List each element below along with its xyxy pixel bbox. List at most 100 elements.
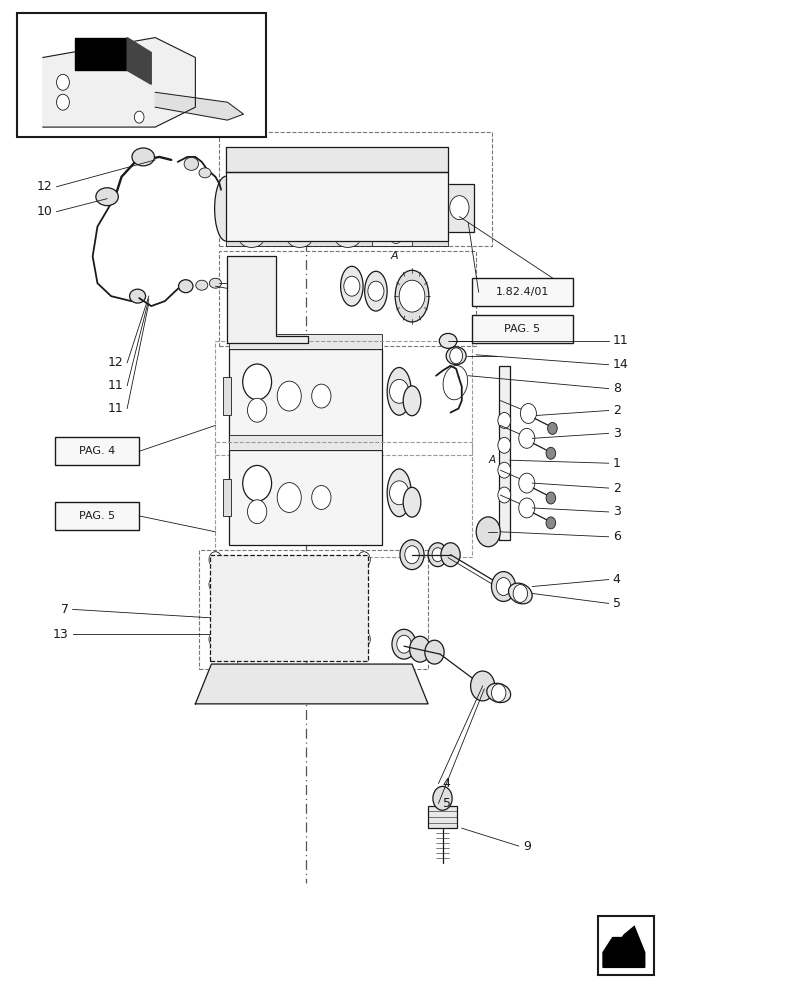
Text: 12: 12 bbox=[37, 180, 53, 193]
Ellipse shape bbox=[433, 786, 452, 810]
Ellipse shape bbox=[496, 578, 511, 595]
Text: 11: 11 bbox=[107, 402, 123, 415]
Ellipse shape bbox=[209, 552, 222, 568]
Ellipse shape bbox=[199, 168, 211, 178]
Ellipse shape bbox=[357, 552, 370, 568]
Bar bbox=[17, 13, 266, 137]
Ellipse shape bbox=[440, 333, 457, 348]
Ellipse shape bbox=[403, 487, 421, 517]
Text: 4: 4 bbox=[443, 777, 450, 790]
Text: 3: 3 bbox=[612, 505, 621, 518]
Ellipse shape bbox=[368, 281, 384, 301]
Bar bbox=[55, 502, 139, 530]
Ellipse shape bbox=[476, 517, 500, 547]
Polygon shape bbox=[210, 555, 368, 661]
Ellipse shape bbox=[397, 635, 411, 653]
Bar bbox=[216, 442, 472, 557]
Polygon shape bbox=[43, 38, 196, 127]
Polygon shape bbox=[604, 920, 645, 940]
Ellipse shape bbox=[491, 684, 506, 702]
Ellipse shape bbox=[132, 148, 154, 166]
Bar bbox=[428, 806, 457, 828]
Bar bbox=[226, 236, 448, 246]
Text: 11: 11 bbox=[107, 379, 123, 392]
Ellipse shape bbox=[400, 540, 424, 570]
Polygon shape bbox=[127, 38, 151, 84]
Bar bbox=[200, 550, 428, 669]
Ellipse shape bbox=[129, 289, 145, 303]
Ellipse shape bbox=[344, 276, 360, 296]
Polygon shape bbox=[226, 147, 448, 172]
Text: 1.82.4/01: 1.82.4/01 bbox=[495, 287, 549, 297]
Bar bbox=[216, 341, 472, 455]
Polygon shape bbox=[228, 256, 308, 343]
Ellipse shape bbox=[277, 483, 301, 512]
Ellipse shape bbox=[389, 481, 409, 505]
Ellipse shape bbox=[519, 498, 535, 518]
Text: 11: 11 bbox=[612, 334, 629, 347]
Ellipse shape bbox=[229, 639, 245, 659]
Ellipse shape bbox=[277, 381, 301, 411]
Ellipse shape bbox=[432, 548, 444, 562]
Bar bbox=[229, 435, 381, 450]
Ellipse shape bbox=[134, 111, 144, 123]
Ellipse shape bbox=[196, 280, 208, 290]
Ellipse shape bbox=[242, 465, 271, 501]
Bar bbox=[598, 916, 654, 975]
Ellipse shape bbox=[209, 577, 222, 592]
Ellipse shape bbox=[387, 469, 411, 517]
Ellipse shape bbox=[403, 386, 421, 416]
Polygon shape bbox=[604, 920, 645, 933]
Ellipse shape bbox=[498, 462, 511, 478]
Text: 12: 12 bbox=[107, 356, 123, 369]
Text: 7: 7 bbox=[61, 603, 69, 616]
Ellipse shape bbox=[179, 280, 193, 293]
Ellipse shape bbox=[247, 500, 267, 524]
Ellipse shape bbox=[378, 677, 398, 701]
Ellipse shape bbox=[399, 280, 425, 312]
Text: 1: 1 bbox=[612, 457, 621, 470]
Text: 3: 3 bbox=[612, 427, 621, 440]
Polygon shape bbox=[155, 92, 243, 120]
Text: PAG. 4: PAG. 4 bbox=[79, 446, 116, 456]
Text: 10: 10 bbox=[36, 205, 53, 218]
Text: 2: 2 bbox=[612, 404, 621, 417]
Text: A: A bbox=[489, 455, 496, 465]
Ellipse shape bbox=[410, 636, 431, 662]
Ellipse shape bbox=[425, 640, 444, 664]
Ellipse shape bbox=[428, 543, 448, 567]
Ellipse shape bbox=[546, 517, 556, 529]
Bar bbox=[229, 450, 381, 545]
Bar bbox=[499, 366, 510, 540]
Ellipse shape bbox=[389, 226, 403, 243]
Bar bbox=[372, 222, 412, 246]
Text: 9: 9 bbox=[523, 840, 531, 853]
Text: 2: 2 bbox=[612, 482, 621, 495]
Ellipse shape bbox=[486, 683, 511, 703]
Ellipse shape bbox=[57, 94, 69, 110]
Bar bbox=[55, 437, 139, 465]
Ellipse shape bbox=[470, 671, 494, 701]
Text: PAG. 5: PAG. 5 bbox=[79, 511, 115, 521]
Ellipse shape bbox=[519, 473, 535, 493]
Ellipse shape bbox=[239, 580, 280, 629]
Ellipse shape bbox=[519, 428, 535, 448]
Bar bbox=[472, 278, 573, 306]
Ellipse shape bbox=[250, 677, 269, 701]
Ellipse shape bbox=[389, 379, 409, 403]
Bar bbox=[229, 349, 381, 443]
Text: 4: 4 bbox=[612, 573, 621, 586]
Ellipse shape bbox=[288, 232, 312, 247]
Ellipse shape bbox=[209, 278, 221, 288]
Ellipse shape bbox=[420, 197, 440, 221]
Polygon shape bbox=[75, 38, 127, 70]
Ellipse shape bbox=[235, 271, 251, 291]
Ellipse shape bbox=[235, 291, 251, 311]
Ellipse shape bbox=[546, 447, 556, 459]
Ellipse shape bbox=[215, 176, 237, 241]
Ellipse shape bbox=[387, 367, 411, 415]
Ellipse shape bbox=[491, 572, 516, 601]
Text: A: A bbox=[390, 251, 398, 261]
Bar bbox=[220, 132, 492, 246]
Ellipse shape bbox=[357, 631, 370, 647]
